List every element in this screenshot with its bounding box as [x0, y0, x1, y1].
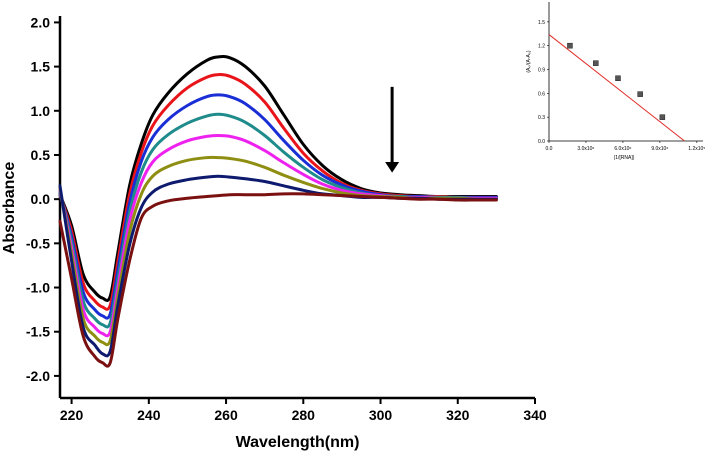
main-chart-axes: 2.0 1.5 1.0 0.5 0.0 -0.5 -1.0 -1.5 -2.0 220 240 260… [1, 14, 547, 451]
x-tick-label: 320 [446, 407, 470, 423]
inset-data-point [593, 60, 599, 66]
inset-x-tick-label: 6.0x10⁶ [614, 146, 631, 152]
y-tick-label: 1.0 [31, 103, 51, 119]
inset-x-tick-label: 3.0x10⁶ [577, 146, 594, 152]
inset-chart-axes: 0.0 0.3 0.6 0.9 1.2 1.5 0.0 3.0x10⁶ 6.0x10⁶ 9.0x1… [526, 2, 705, 161]
x-tick-label: 220 [60, 407, 84, 423]
inset-x-tick-label: 9.0x10⁶ [651, 146, 668, 152]
inset-data-point [615, 75, 621, 82]
y-tick-label: 1.5 [31, 59, 51, 75]
y-tick-label: -2.0 [26, 368, 50, 384]
inset-y-axis-label: (A₀/(A-A₀) [526, 50, 532, 73]
y-tick-label: 2.0 [31, 14, 51, 30]
inset-y-tick-label: 1.2 [538, 44, 545, 50]
inset-data-point [567, 42, 573, 49]
y-tick-label: 0.0 [31, 191, 51, 207]
inset-y-tick-label: 0.0 [538, 139, 545, 145]
inset-y-tick-label: 0.3 [538, 115, 545, 121]
down-arrow-head [385, 162, 400, 173]
inset-y-tick-label: 0.9 [538, 68, 545, 74]
inset-fit-line [548, 34, 685, 142]
series-line-curve-8 [58, 192, 498, 368]
x-tick-label: 240 [137, 407, 161, 423]
y-tick-label: 0.5 [31, 147, 51, 163]
y-tick-label: -0.5 [26, 235, 50, 251]
inset-x-tick-label: 0.0 [546, 146, 553, 152]
x-tick-label: 300 [369, 407, 393, 423]
x-axis-label: Wavelength(nm) [236, 434, 360, 451]
inset-data-point [659, 114, 666, 120]
y-axis-label: Absorbance [1, 162, 18, 255]
x-tick-label: 340 [523, 407, 547, 423]
inset-x-tick-label: 1.2x10⁵ [688, 146, 705, 152]
main-chart-series [58, 55, 498, 368]
main-chart-annotations [385, 86, 400, 173]
inset-y-tick-label: 1.5 [538, 20, 545, 26]
y-tick-label: -1.5 [26, 324, 50, 340]
inset-chart-marks [548, 34, 685, 142]
x-tick-label: 260 [214, 407, 238, 423]
series-line-curve-5 [58, 134, 498, 338]
inset-x-axis-label: (1/[RNA]) [614, 155, 635, 161]
y-tick-label: -1.0 [26, 280, 50, 296]
inset-y-tick-label: 0.6 [538, 91, 545, 97]
inset-data-point [637, 91, 643, 97]
x-tick-label: 280 [292, 407, 316, 423]
